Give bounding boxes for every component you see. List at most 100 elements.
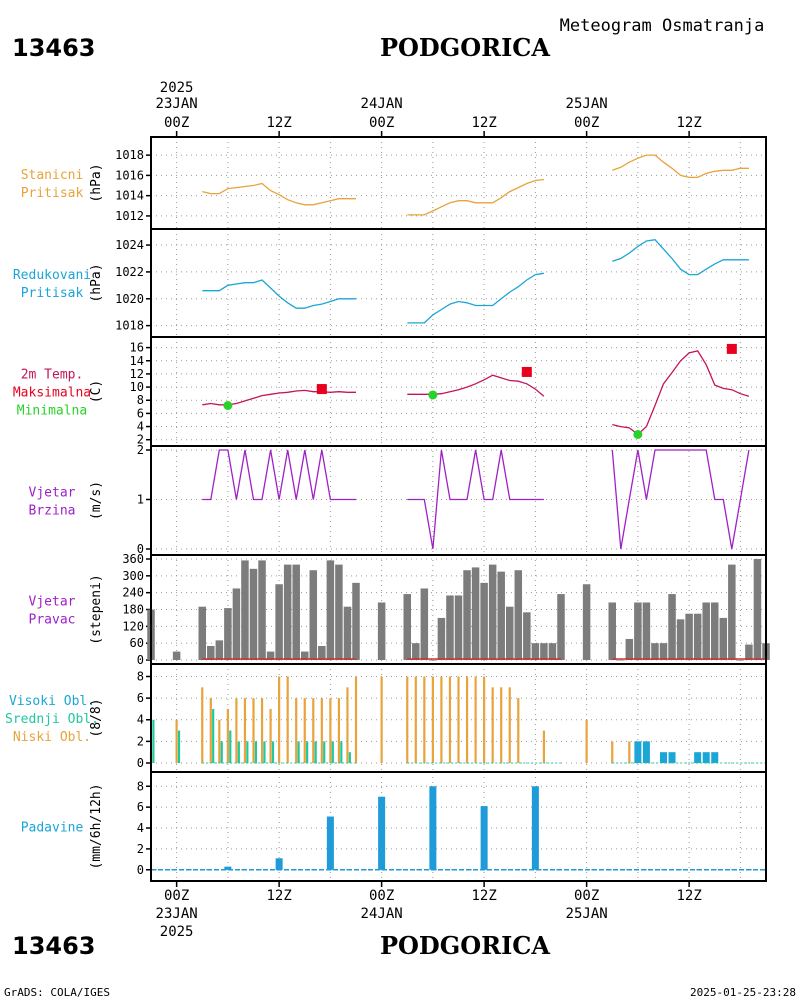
mid-cloud-bar — [331, 741, 334, 763]
low-cloud-bar — [243, 698, 247, 763]
low-cloud-bar — [465, 676, 469, 763]
y-tick-label: 1022 — [115, 265, 144, 279]
precip-bar — [275, 858, 283, 870]
y-tick-label: 1014 — [115, 189, 144, 203]
low-cloud-bar — [286, 676, 289, 763]
mid-cloud-bar — [323, 741, 326, 763]
wind-direction-bar — [719, 617, 728, 660]
wind-direction-bar — [582, 584, 591, 660]
wind-direction-bar — [275, 584, 283, 660]
low-cloud-bar — [414, 676, 417, 763]
y-tick-label: 0 — [137, 863, 144, 877]
x-axis-label: 23JAN — [156, 96, 198, 112]
chart-title: Meteogram Osmatranja — [560, 16, 765, 36]
x-axis-label: 24JAN — [361, 906, 403, 922]
panel-frame — [150, 336, 767, 447]
y-tick-label: 6 — [137, 406, 144, 420]
y-tick-label: 2 — [137, 443, 144, 457]
series-line — [407, 374, 545, 397]
mid-cloud-bar — [152, 719, 155, 763]
y-tick-label: 4 — [137, 420, 144, 434]
y-tick-label: 120 — [122, 619, 144, 633]
low-cloud-bar — [611, 741, 614, 763]
timestamp-text: 2025-01-25-23:28 — [690, 986, 796, 999]
low-cloud-bar — [209, 698, 212, 763]
panel-frame — [150, 136, 767, 230]
series-line — [612, 154, 749, 179]
y-tick-label: 14 — [130, 354, 144, 368]
low-cloud-bar — [329, 698, 332, 763]
y-tick-label: 1020 — [115, 292, 144, 306]
wind-direction-bar — [506, 606, 514, 660]
high-cloud-bar — [660, 752, 667, 763]
y-tick-label: 240 — [122, 586, 144, 600]
unit-label: (8/8) — [89, 698, 104, 737]
wind-direction-bar — [377, 602, 386, 660]
station-name-top: PODGORICA — [380, 33, 550, 62]
panel-label: Pravac — [29, 613, 76, 628]
y-tick-label: 60 — [130, 636, 144, 650]
low-cloud-bar — [226, 708, 229, 763]
panel-label: 2m Temp. — [21, 368, 84, 383]
wind-direction-bar — [651, 643, 659, 660]
series-line — [407, 178, 544, 216]
low-cloud-bar — [474, 676, 477, 763]
wind-direction-bar — [420, 588, 429, 660]
mid-cloud-bar — [177, 730, 181, 763]
wind-direction-bar — [685, 613, 693, 660]
mid-cloud-bar — [237, 741, 240, 763]
mid-cloud-bar — [297, 741, 300, 763]
low-cloud-bar — [295, 698, 298, 763]
y-tick-label: 1018 — [115, 148, 144, 162]
panel-wind_speed: 0 1 2 Vjetar Brzina (m/s) — [29, 443, 767, 556]
low-cloud-bar — [448, 676, 452, 763]
x-axis-label: 12Z — [266, 115, 291, 131]
x-axis-label: 25JAN — [566, 906, 608, 922]
panel-label: Vjetar — [29, 486, 76, 501]
low-cloud-bar — [235, 698, 238, 763]
unit-label: (stepeni) — [89, 574, 104, 644]
wind-direction-bar — [617, 660, 625, 661]
wind-direction-bar — [172, 651, 181, 660]
low-cloud-bar — [346, 687, 349, 763]
wind-direction-bar — [326, 560, 335, 660]
unit-label: (mm/6h/12h) — [89, 783, 104, 869]
high-cloud-bar — [702, 752, 710, 763]
wind-direction-bar — [668, 594, 676, 660]
series-line — [202, 182, 356, 206]
bottom-time-axis: 00Z 23JAN 2025 12Z 00Z 24JAN 12Z 00Z 25JAN 12Z — [156, 881, 702, 940]
unit-label: (hPa) — [89, 263, 104, 302]
series-line — [611, 449, 750, 550]
wind-direction-bar — [659, 643, 668, 660]
x-axis-label: 25JAN — [566, 96, 608, 112]
x-axis-label: 12Z — [676, 115, 701, 131]
panel-precipitation: 0 2 4 6 8 Padavine (mm/6h/12h) — [21, 771, 767, 882]
wind-direction-bar — [540, 643, 548, 660]
wind-direction-bar — [454, 595, 463, 660]
series-line — [407, 272, 544, 324]
x-axis-label: 00Z — [164, 115, 189, 131]
series-line — [612, 350, 750, 436]
y-tick-label: 8 — [137, 779, 144, 793]
low-cloud-bar — [175, 719, 178, 763]
mid-cloud-bar — [220, 741, 223, 763]
unit-label: (hPa) — [89, 163, 104, 202]
precip-bar — [224, 866, 232, 870]
wind-direction-bar — [232, 588, 241, 660]
wind-direction-bar — [608, 602, 616, 660]
mid-cloud-bar — [254, 741, 257, 763]
wind-direction-bar — [198, 606, 206, 660]
wind-direction-bar — [642, 602, 651, 660]
high-cloud-bar — [711, 752, 719, 763]
panel-label: Minimalna — [17, 404, 87, 419]
wind-direction-bar — [352, 582, 360, 660]
panel-clouds: 0 2 4 6 8 Visoki Obl. Srednji Obl. Niski Obl.(8… — [5, 663, 767, 773]
wind-direction-bar — [283, 564, 292, 660]
x-axis-label: 00Z — [574, 115, 599, 131]
y-tick-label: 0 — [137, 542, 144, 556]
wind-direction-bar — [241, 560, 249, 660]
tmax-marker — [726, 343, 737, 354]
y-tick-label: 2 — [137, 842, 144, 856]
